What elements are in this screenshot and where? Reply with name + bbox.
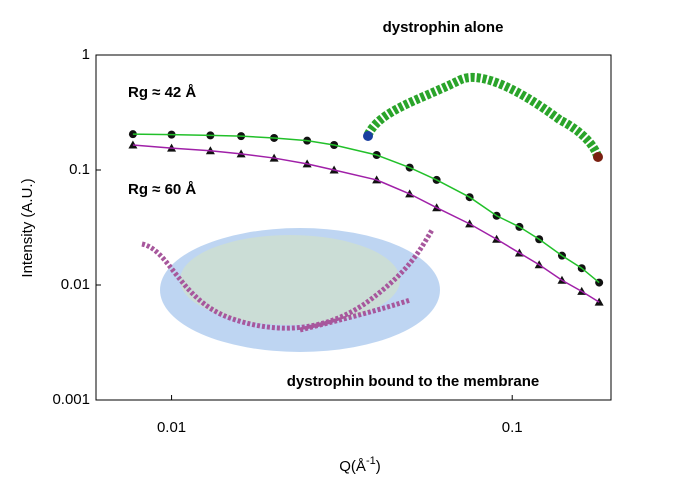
x-axis-label-sup: -1 [366,455,376,467]
y-tick-label: 0.001 [52,391,90,408]
data-point [128,140,137,148]
x-axis-label: Q(Å-1) [339,455,380,475]
x-tick-label: 0.01 [157,419,186,436]
y-tick-label: 0.1 [69,161,90,178]
y-tick-label: 0.01 [61,276,90,293]
chart: Intensity (A.U.) Q(Å-1) 0.001 0.01 0.1 1 0.0… [0,0,699,486]
annotation: dystrophin bound to the membrane [287,373,540,390]
membrane-illustration [142,228,440,352]
annotation: dystrophin alone [383,19,504,36]
annotation: Rg ≈ 60 Å [128,181,196,198]
plot-frame [96,55,611,400]
x-axis-label-end: ) [376,458,381,475]
y-axis-label: Intensity (A.U.) [19,178,36,277]
protein-illustration [363,77,603,162]
x-axis-label-base: Q(Å [339,458,366,475]
x-tick-label: 0.1 [502,419,523,436]
annotation: Rg ≈ 42 Å [128,84,196,101]
y-tick-label: 1 [82,46,90,63]
